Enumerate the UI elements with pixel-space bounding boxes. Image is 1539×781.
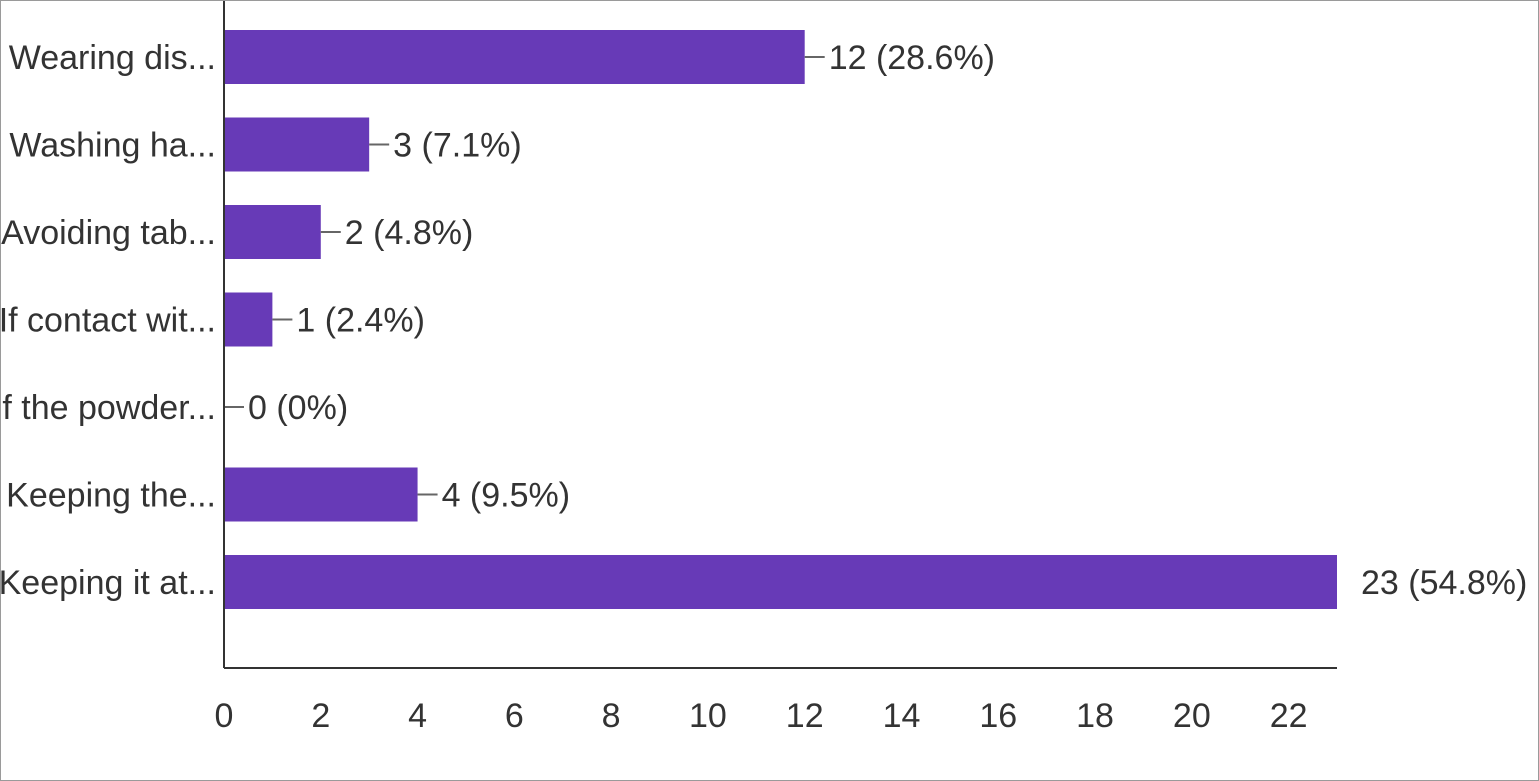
data-label-3: 1 (2.4%) (296, 302, 425, 340)
bar-1 (224, 117, 370, 172)
x-tick-label-7: 14 (883, 697, 921, 735)
x-tick-label-0: 0 (215, 697, 234, 735)
leader-lines-layer (224, 56, 825, 496)
data-label-4: 0 (0%) (248, 389, 348, 427)
category-labels-layer: Wearing dis... Washing ha... Avoiding tab.… (1, 39, 216, 602)
x-tick-label-3: 6 (505, 697, 524, 735)
category-label-0: Wearing dis... (9, 39, 216, 77)
x-tick-label-6: 12 (786, 697, 824, 735)
x-tick-label-11: 22 (1270, 697, 1308, 735)
data-label-2: 2 (4.8%) (345, 214, 474, 252)
x-tick-label-8: 16 (979, 697, 1017, 735)
category-label-4: If the powder... (1, 389, 216, 427)
x-tick-labels-layer: 0 2 4 6 8 10 12 14 16 18 20 22 (215, 697, 1308, 735)
category-label-2: Avoiding tab... (1, 214, 216, 252)
x-tick-label-5: 10 (689, 697, 727, 735)
bar-5 (224, 467, 418, 522)
bars-layer (224, 30, 1337, 609)
bar-2 (224, 205, 321, 259)
x-tick-label-10: 20 (1173, 697, 1211, 735)
bar-0 (224, 30, 805, 84)
data-label-1: 3 (7.1%) (393, 127, 522, 165)
bar-3 (224, 292, 273, 347)
data-labels-layer: 12 (28.6%) 3 (7.1%) 2 (4.8%) 1 (2.4%) 0 (0%)… (248, 39, 1527, 602)
category-label-5: Keeping the... (6, 477, 216, 515)
category-label-6: Keeping it at... (1, 564, 216, 602)
x-tick-label-2: 4 (408, 697, 427, 735)
x-tick-label-4: 8 (602, 697, 621, 735)
x-tick-label-1: 2 (311, 697, 330, 735)
category-label-1: Washing ha... (9, 127, 216, 165)
x-tick-label-9: 18 (1076, 697, 1114, 735)
data-label-6: 23 (54.8%) (1361, 564, 1527, 602)
bar-6 (224, 555, 1337, 609)
category-label-3: If contact wit... (1, 302, 216, 340)
data-label-0: 12 (28.6%) (829, 39, 995, 77)
data-label-5: 4 (9.5%) (442, 477, 570, 515)
axes-layer (223, 1, 1337, 669)
